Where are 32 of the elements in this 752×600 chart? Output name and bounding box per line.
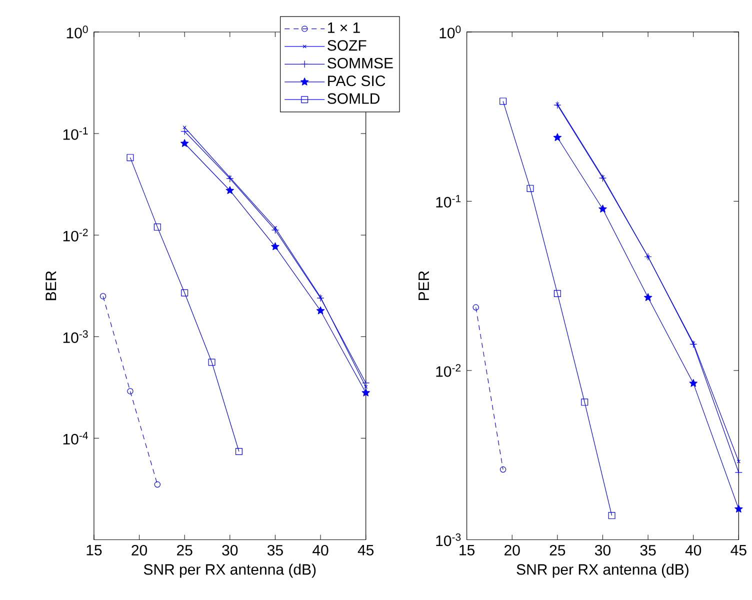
x-tick-label: 20 <box>132 545 148 556</box>
y-tick-label: 10$^{0}$ <box>66 26 88 38</box>
y-tick-label: 10$^{-2}$ <box>63 228 88 242</box>
x-tick-label: 30 <box>222 545 238 556</box>
x-tick-label: 15 <box>460 545 474 556</box>
x-tick-label: 20 <box>504 545 520 556</box>
y-tick-label: 10$^{-1}$ <box>436 195 461 208</box>
x-tick-label: 45 <box>730 545 746 556</box>
x-tick-label: 15 <box>86 545 102 556</box>
legend-label: PAC SIC <box>328 76 386 86</box>
y-axis-title: BER <box>46 271 56 300</box>
y-tick-label: 10$^{-4}$ <box>63 432 88 445</box>
legend-label: SOZF <box>328 40 366 51</box>
x-tick-label: 35 <box>640 545 656 556</box>
x-tick-label: 35 <box>267 545 283 556</box>
x-tick-label: 25 <box>177 545 192 556</box>
y-tick-label: 10$^{-2}$ <box>436 364 461 377</box>
y-tick-label: 10$^{0}$ <box>440 26 461 38</box>
y-tick-label: 10$^{-1}$ <box>63 127 88 140</box>
x-tick-label: 40 <box>685 545 702 556</box>
legend-label: SOMLD <box>328 93 380 104</box>
x-tick-label: 30 <box>594 545 610 556</box>
y-tick-label: 10$^{-3}$ <box>63 330 88 344</box>
legend-label: 1 × 1 <box>328 22 360 33</box>
legend-label: SOMMSE <box>328 58 393 69</box>
x-tick-label: 25 <box>550 545 566 556</box>
x-tick-label: 45 <box>358 545 374 556</box>
x-tick-label: 40 <box>312 545 328 556</box>
x-axis-title: SNR per RX antenna (dB) <box>516 564 688 578</box>
x-axis-title: SNR per RX antenna (dB) <box>144 564 316 578</box>
y-axis-title: PER <box>418 271 429 300</box>
y-tick-label: 10$^{-3}$ <box>436 534 461 546</box>
